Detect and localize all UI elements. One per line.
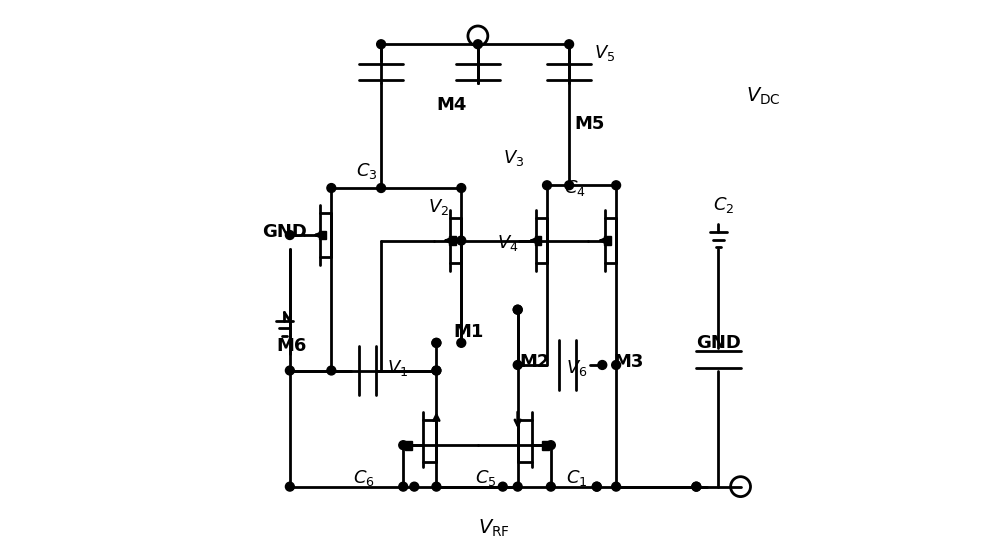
- Circle shape: [432, 366, 441, 375]
- Circle shape: [432, 338, 441, 347]
- Text: $V_3$: $V_3$: [503, 148, 524, 168]
- Circle shape: [612, 361, 621, 369]
- Bar: [449, 236, 456, 245]
- Circle shape: [285, 366, 294, 375]
- Circle shape: [692, 482, 701, 491]
- Circle shape: [432, 482, 441, 491]
- Bar: [405, 441, 412, 450]
- Text: $C_2$: $C_2$: [713, 195, 734, 215]
- Bar: [319, 231, 326, 239]
- Circle shape: [399, 482, 408, 491]
- Circle shape: [513, 482, 522, 491]
- Text: M3: M3: [613, 353, 644, 371]
- Circle shape: [565, 181, 574, 190]
- Text: $C_5$: $C_5$: [475, 468, 497, 488]
- Circle shape: [377, 40, 386, 49]
- Text: M5: M5: [575, 116, 605, 133]
- Text: $V_2$: $V_2$: [428, 197, 449, 217]
- Text: M1: M1: [453, 323, 483, 341]
- Text: $V_4$: $V_4$: [497, 233, 519, 253]
- Circle shape: [598, 361, 607, 369]
- Circle shape: [327, 184, 336, 192]
- Circle shape: [410, 482, 419, 491]
- Text: $V_5$: $V_5$: [594, 43, 615, 62]
- Text: $V_{\mathrm{RF}}$: $V_{\mathrm{RF}}$: [478, 518, 510, 539]
- Circle shape: [498, 482, 507, 491]
- Circle shape: [473, 40, 482, 49]
- Circle shape: [327, 366, 336, 375]
- Circle shape: [612, 482, 621, 491]
- Text: $C_1$: $C_1$: [566, 468, 588, 488]
- Circle shape: [692, 482, 701, 491]
- Circle shape: [612, 181, 621, 190]
- Text: $C_4$: $C_4$: [564, 178, 585, 198]
- Circle shape: [513, 361, 522, 369]
- Circle shape: [513, 305, 522, 314]
- Circle shape: [285, 231, 294, 239]
- Circle shape: [399, 441, 408, 450]
- Circle shape: [546, 441, 555, 450]
- Bar: [542, 441, 549, 450]
- Bar: [535, 236, 541, 245]
- Text: $C_6$: $C_6$: [353, 468, 375, 488]
- Text: $C_3$: $C_3$: [356, 161, 378, 181]
- Text: GND: GND: [262, 223, 307, 241]
- Circle shape: [543, 181, 551, 190]
- Circle shape: [513, 305, 522, 314]
- Circle shape: [377, 184, 386, 192]
- Circle shape: [546, 482, 555, 491]
- Circle shape: [565, 40, 574, 49]
- Bar: [604, 236, 611, 245]
- Circle shape: [432, 366, 441, 375]
- Text: GND: GND: [696, 334, 741, 352]
- Circle shape: [592, 482, 601, 491]
- Text: $V_1$: $V_1$: [387, 358, 408, 378]
- Text: $V_6$: $V_6$: [566, 358, 588, 378]
- Circle shape: [592, 482, 601, 491]
- Circle shape: [457, 184, 466, 192]
- Text: M2: M2: [519, 353, 550, 371]
- Circle shape: [432, 338, 441, 347]
- Text: $V_{\mathrm{DC}}$: $V_{\mathrm{DC}}$: [746, 86, 781, 107]
- Text: M4: M4: [436, 96, 467, 114]
- Text: M6: M6: [276, 337, 306, 354]
- Circle shape: [457, 338, 466, 347]
- Circle shape: [457, 236, 466, 245]
- Circle shape: [285, 482, 294, 491]
